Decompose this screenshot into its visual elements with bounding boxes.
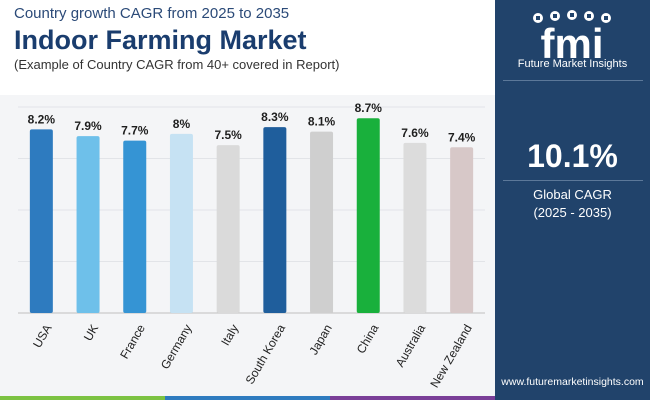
bar-new-zealand [450, 147, 474, 313]
x-tick-label: USA [30, 322, 54, 350]
x-tick-label: France [117, 322, 148, 362]
bar-italy [216, 145, 240, 313]
bar-japan [310, 131, 334, 313]
global-cagr-label: Global CAGR (2025 - 2035) [495, 186, 650, 222]
data-label: 7.9% [74, 119, 102, 133]
data-label: 7.6% [401, 126, 429, 140]
bar-usa [29, 129, 53, 313]
chart-subtitle: Country growth CAGR from 2025 to 2035 [14, 5, 290, 22]
global-cagr-value: 10.1% [527, 138, 618, 174]
website-link[interactable]: www.futuremarketinsights.com [501, 376, 644, 388]
x-tick-label: Italy [218, 322, 241, 348]
x-tick-label: South Korea [243, 322, 289, 387]
global-cagr-label-period: (2025 - 2035) [533, 205, 612, 220]
bar-australia [403, 142, 427, 313]
chart-caption: (Example of Country CAGR from 40+ covere… [14, 57, 340, 72]
logo-letters: fmi [541, 20, 604, 66]
fmi-logo: fmi [495, 6, 650, 76]
data-label: 8.3% [261, 110, 289, 124]
x-tick-label: Germany [158, 322, 195, 372]
bar-france [123, 140, 147, 313]
bar-south-korea [263, 127, 287, 313]
data-label: 8.2% [28, 112, 56, 126]
x-tick-label: Japan [306, 322, 334, 357]
x-tick-label: Australia [393, 322, 429, 370]
strip-segment-blue [165, 396, 330, 400]
data-label: 7.7% [121, 124, 149, 138]
bottom-color-strip [0, 396, 495, 400]
fmi-logo-icon: fmi [533, 10, 611, 67]
strip-segment-green [0, 396, 165, 400]
brand-name: Future Market Insights [517, 58, 628, 70]
data-label: 8.1% [308, 115, 336, 129]
stat-divider [503, 180, 643, 181]
data-label: 7.4% [448, 130, 476, 144]
chart-area: 8.2% USA 7.9% UK 7.7% France 8% Germany 7.5% Ital… [0, 95, 495, 400]
sidebar: fmi Future Market Insights 10.1% Global … [495, 0, 650, 400]
header: Country growth CAGR from 2025 to 2035 In… [14, 4, 484, 74]
x-tick-label: China [354, 322, 382, 356]
x-tick-label: New Zealand [427, 322, 474, 390]
data-label: 8.7% [355, 101, 383, 115]
bar-germany [169, 133, 193, 313]
strip-segment-purple [330, 396, 495, 400]
global-cagr-label-line1: Global CAGR [533, 187, 612, 202]
data-label: 7.5% [214, 128, 242, 142]
x-tick-label: UK [81, 322, 101, 343]
bar-chart: 8.2% USA 7.9% UK 7.7% France 8% Germany 7.5% Ital… [18, 101, 485, 390]
sidebar-divider [503, 80, 643, 81]
bar-china [356, 118, 380, 313]
chart-title: Indoor Farming Market [14, 25, 307, 55]
data-label: 8% [173, 117, 191, 131]
bar-uk [76, 136, 100, 313]
